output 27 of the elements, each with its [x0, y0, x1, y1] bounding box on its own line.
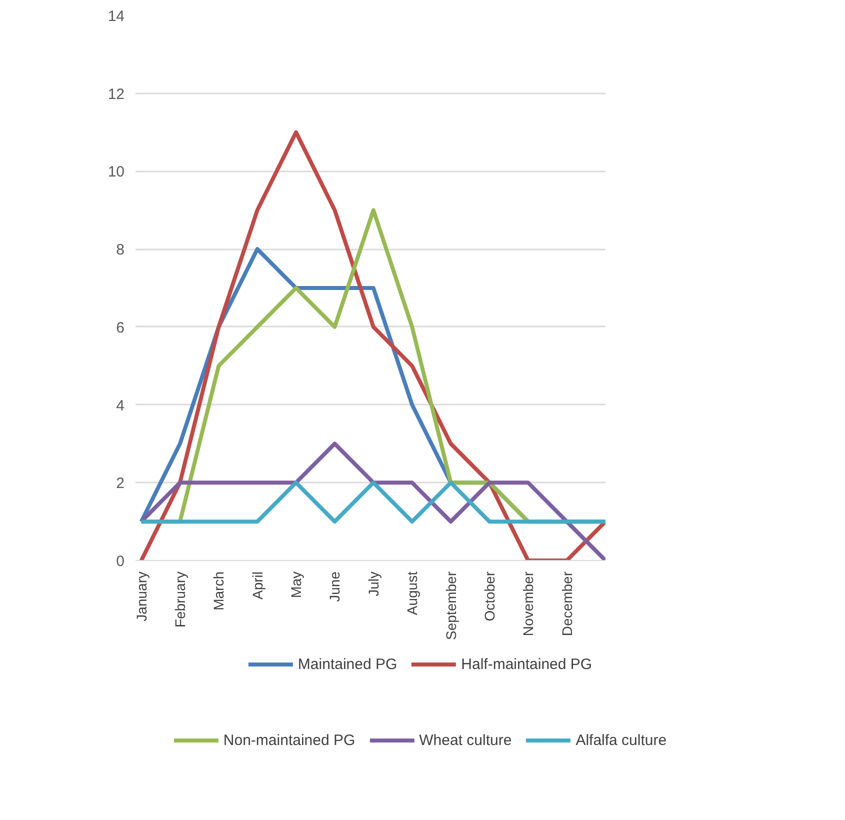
y-tick-label: 14 — [108, 8, 125, 25]
x-tick-label: April — [249, 571, 266, 600]
y-tick-label: 6 — [116, 319, 124, 336]
x-tick-label: August — [404, 571, 420, 616]
x-tick-label: May — [288, 571, 304, 598]
x-tick-label: December — [558, 571, 575, 636]
y-tick-label: 2 — [116, 475, 124, 492]
y-tick-label: 12 — [108, 86, 125, 103]
line-series — [139, 442, 606, 560]
legend-label: Non-maintained PG — [223, 732, 356, 748]
legend-label: Alfalfa culture — [576, 732, 667, 748]
legend-label: Wheat culture — [419, 732, 512, 748]
y-tick-label: 10 — [108, 164, 125, 181]
x-tick-label: September — [442, 571, 459, 640]
legend-label: Half-maintained PG — [461, 656, 592, 672]
x-tick-label: July — [365, 571, 382, 596]
x-tick-label: June — [326, 571, 343, 602]
x-tick-label: November — [520, 571, 536, 636]
x-tick-label: January — [133, 571, 150, 622]
y-tick-label: 0 — [116, 553, 124, 570]
x-tick-label: October — [481, 571, 498, 622]
x-tick-label: March — [210, 571, 227, 610]
y-tick-label: 8 — [116, 242, 124, 259]
line-series — [139, 130, 606, 560]
y-tick-label: 4 — [116, 397, 124, 414]
legend-label: Maintained PG — [298, 656, 398, 672]
x-tick-label: February — [172, 571, 188, 628]
